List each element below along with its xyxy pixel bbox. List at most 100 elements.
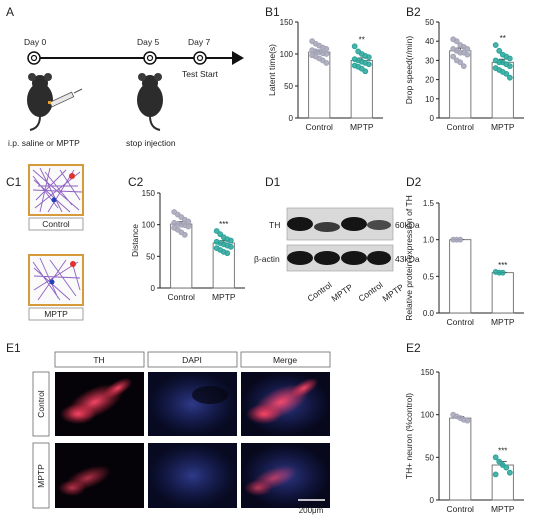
panel-label-c2: C2 <box>128 175 144 189</box>
y-axis-label: Drop speed(r/min) <box>404 36 414 105</box>
track-path-control <box>32 167 83 213</box>
chart-d2: 0.0 0.5 1.0 1.5 Relative protein expression … <box>404 195 524 327</box>
data-point <box>453 38 460 45</box>
significance-mark: *** <box>219 220 228 229</box>
y-tick-label: 50 <box>425 453 434 462</box>
data-point <box>181 231 188 238</box>
y-tick-label: 0 <box>430 114 435 123</box>
timeline-arrowhead <box>232 51 244 65</box>
data-point <box>496 458 503 465</box>
panel-label-a: A <box>6 5 14 19</box>
row-header-box-mptp <box>32 442 50 509</box>
y-tick-label: 0.0 <box>423 309 435 318</box>
day0-label: Day 0 <box>24 37 46 47</box>
y-axis-label: TH+ neuron (%control) <box>404 393 414 479</box>
x-tick-label: Control <box>447 122 475 132</box>
chart-b2: 0 10 20 30 40 50 Drop speed(r/min) Control MPTP *… <box>404 18 524 132</box>
day5-marker <box>143 51 157 65</box>
th-band-mptp-1 <box>314 222 340 232</box>
day0-marker <box>27 51 41 65</box>
x-tick-label: Control <box>306 122 334 132</box>
test-start-label: Test Start <box>182 69 219 79</box>
y-tick-label: 40 <box>425 37 434 46</box>
end-dot-mptp <box>70 261 76 267</box>
x-tick-label: MPTP <box>491 317 515 327</box>
row-header-mptp: MPTP <box>36 464 46 488</box>
injection-label: i.p. saline or MPTP <box>8 138 80 148</box>
row-header-box-control <box>32 371 50 437</box>
data-point <box>351 43 358 50</box>
data-point <box>323 60 330 66</box>
y-tick-label: 10 <box>425 95 434 104</box>
data-point <box>185 223 192 230</box>
lane-label-1: Control <box>305 280 333 304</box>
scale-bar-label: 200μm <box>299 506 324 515</box>
micro-mptp-th <box>55 443 144 508</box>
x-tick-label: Control <box>447 317 475 327</box>
data-point <box>323 45 330 52</box>
x-tick-label: Control <box>447 504 475 514</box>
data-point <box>492 471 499 478</box>
panel-label-d2: D2 <box>406 175 422 189</box>
chart-e2: 0 50 100 150 TH+ neuron (%control) Control MPT… <box>404 368 524 514</box>
start-dot-control <box>51 197 57 203</box>
significance-mark: ** <box>359 35 365 44</box>
y-tick-label: 50 <box>425 18 434 27</box>
th-band-control-1 <box>287 217 313 231</box>
data-point <box>496 47 503 54</box>
significance-mark: ** <box>500 34 506 43</box>
y-tick-label: 50 <box>146 252 155 261</box>
y-tick-label: 150 <box>280 18 294 27</box>
chart-b1: 0 50 100 150 Latent time(s) Control MPTP ** <box>267 18 383 132</box>
y-axis-label: Latent time(s) <box>267 44 277 96</box>
row-header-control: Control <box>36 390 46 418</box>
data-point <box>464 51 471 58</box>
bar-mptp <box>491 272 514 314</box>
micro-control-th <box>55 372 144 436</box>
data-point <box>365 61 372 68</box>
y-tick-label: 30 <box>425 56 434 65</box>
panel-label-b2: B2 <box>406 5 421 19</box>
column-header-box-merge <box>240 351 331 368</box>
data-point <box>323 51 330 57</box>
size-label-actin: 43kDa <box>395 254 420 264</box>
data-point <box>506 63 513 70</box>
micro-control-dapi <box>148 372 237 436</box>
panel-label-e2: E2 <box>406 341 421 355</box>
data-point <box>464 45 471 52</box>
start-dot-mptp <box>49 279 55 285</box>
maze-control: Control <box>28 164 84 231</box>
lane-label-2: MPTP <box>329 282 354 304</box>
data-point <box>492 454 499 461</box>
data-point <box>460 63 467 70</box>
day7-marker <box>193 51 207 65</box>
data-point <box>506 74 513 81</box>
data-point <box>227 243 234 250</box>
western-blot: TH β-actin 60kDa 43kDa Control MPTP Cont… <box>254 207 420 304</box>
y-tick-label: 100 <box>142 221 156 230</box>
y-axis-label: Relative protein expression of TH <box>404 195 414 321</box>
actin-band-3 <box>341 251 367 265</box>
y-tick-label: 50 <box>284 82 293 91</box>
x-tick-label: MPTP <box>491 122 515 132</box>
th-band-control-2 <box>341 217 367 231</box>
data-point <box>506 469 513 476</box>
band-label-actin: β-actin <box>254 254 280 264</box>
data-point <box>224 250 231 257</box>
data-point <box>457 236 464 243</box>
column-header-dapi: DAPI <box>182 355 202 365</box>
bar-control <box>449 417 472 501</box>
micro-control-merge <box>241 372 330 436</box>
column-header-box-th <box>54 351 145 368</box>
end-dot-control <box>69 173 75 179</box>
column-header-th: TH <box>93 355 104 365</box>
maze-mptp-label-box <box>28 307 84 321</box>
panel-label-b1: B1 <box>265 5 280 19</box>
mouse-stop-icon <box>137 73 163 131</box>
band-label-th: TH <box>269 220 280 230</box>
data-point <box>503 70 510 77</box>
stop-injection-label: stop injection <box>126 138 176 148</box>
timeline-diagram: Day 0 Day 5 Day 7 Test Start i.p. saline… <box>8 37 244 148</box>
data-point <box>506 55 513 62</box>
